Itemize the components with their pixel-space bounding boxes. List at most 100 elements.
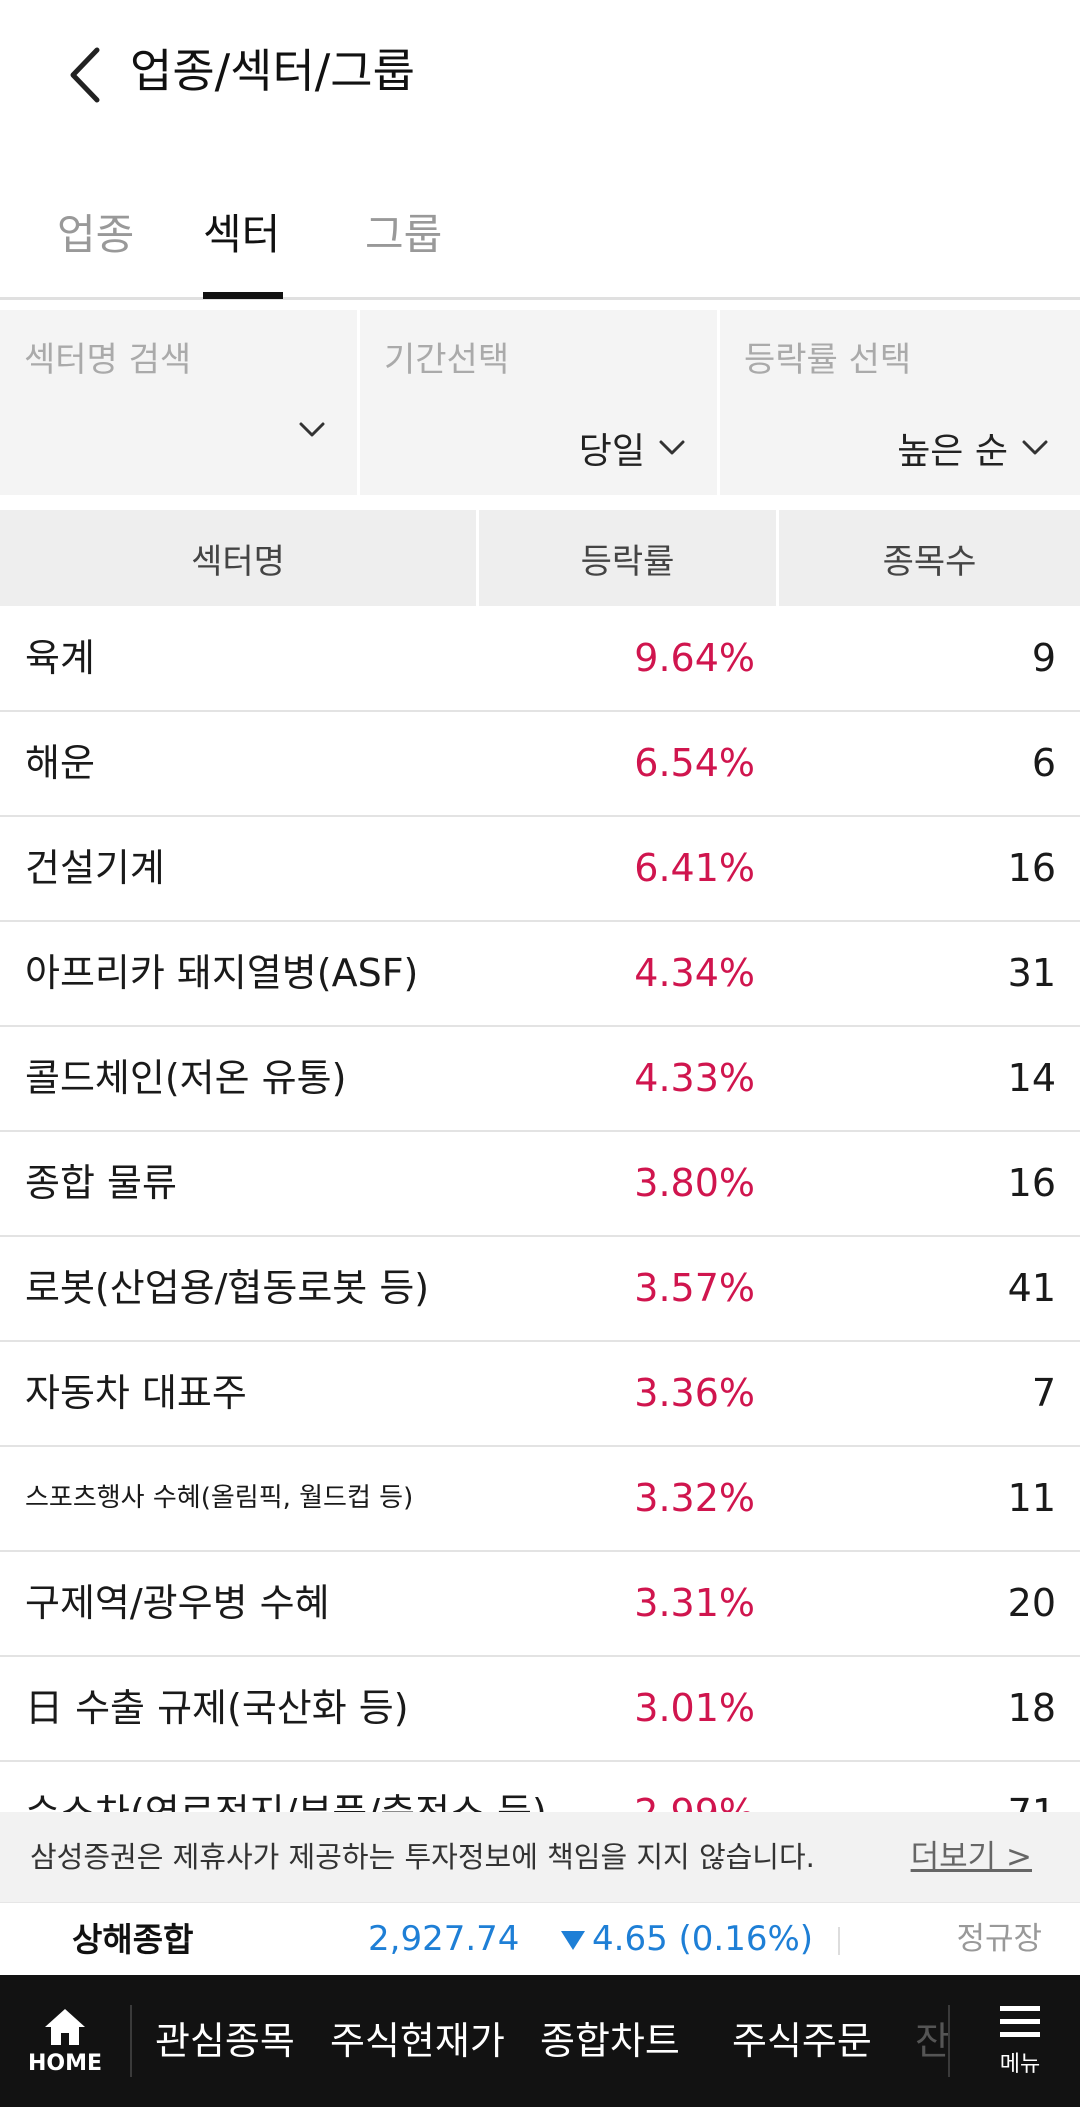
chevron-down-icon [299,422,325,437]
index-name: 상해종합 [72,1920,194,1959]
tab-industry[interactable]: 업종 [57,210,135,259]
home-label: HOME [27,2050,103,2076]
sector-name: 해운 [25,741,95,785]
sector-name: 스포츠행사 수혜(올림픽, 월드컵 등) [25,1483,414,1513]
index-price: 2,927.74 [368,1919,520,1959]
change-rate: 3.32% [634,1476,755,1520]
chevron-left-icon [70,47,100,103]
menu-button[interactable]: 메뉴 [960,1975,1080,2107]
change-rate: 4.33% [634,1056,755,1100]
nav-item-current-price[interactable]: 주식현재가 [330,2019,505,2063]
period-filter[interactable]: 기간선택 당일 [360,310,717,495]
change-rate: 3.01% [634,1686,755,1730]
change-rate: 6.41% [634,846,755,890]
table-row[interactable]: 日 수출 규제(국산화 등) 3.01% 18 [0,1657,1080,1762]
sector-name: 구제역/광우병 수혜 [25,1581,330,1625]
down-triangle-icon [561,1930,585,1950]
stock-count: 16 [1007,1161,1056,1205]
column-change-rate[interactable]: 등락률 [479,510,776,606]
sector-search-filter[interactable]: 섹터명 검색 [0,310,357,495]
sector-name: 日 수출 규제(국산화 등) [25,1686,409,1730]
change-rate: 6.54% [634,741,755,785]
sector-name: 아프리카 돼지열병(ASF) [25,951,419,995]
rate-sort-label: 등락률 선택 [744,340,912,380]
tab-bar: 업종 섹터 그룹 [0,195,1080,300]
sector-search-label: 섹터명 검색 [24,340,192,380]
index-change-value: 4.65 (0.16%) [592,1919,814,1959]
table-row[interactable]: 수소차(연료전지/부품/충전소 등) 2.99% 71 [0,1762,1080,1812]
column-stock-count[interactable]: 종목수 [779,510,1080,606]
market-session: 정규장 [956,1921,1042,1957]
menu-label: 메뉴 [999,2052,1041,2077]
nav-item-partial[interactable]: 잔 [915,2019,950,2063]
sector-name: 종합 물류 [25,1161,177,1205]
change-rate: 2.99% [634,1762,755,1812]
stock-count: 11 [1007,1476,1056,1520]
stock-count: 6 [1031,741,1056,785]
table-row[interactable]: 자동차 대표주 3.36% 7 [0,1342,1080,1447]
table-row[interactable]: 스포츠행사 수혜(올림픽, 월드컵 등) 3.32% 11 [0,1447,1080,1552]
table-header: 섹터명 등락률 종목수 [0,510,1080,606]
period-dropdown[interactable]: 당일 [579,422,685,474]
column-sector-name[interactable]: 섹터명 [0,510,476,606]
table-row[interactable]: 육계 9.64% 9 [0,607,1080,712]
rate-sort-filter[interactable]: 등락률 선택 높은 순 [720,310,1080,495]
change-rate: 3.80% [634,1161,755,1205]
stock-count: 9 [1031,636,1056,680]
stock-count: 7 [1031,1371,1056,1415]
back-button[interactable] [50,30,120,120]
hamburger-menu-icon [1000,2006,1040,2037]
table-row[interactable]: 종합 물류 3.80% 16 [0,1132,1080,1237]
period-value: 당일 [578,431,645,472]
stock-count: 71 [1008,1762,1056,1812]
table-row[interactable]: 콜드체인(저온 유통) 4.33% 14 [0,1027,1080,1132]
change-rate: 4.34% [634,951,755,995]
rate-sort-dropdown[interactable]: 높은 순 [897,422,1048,474]
nav-separator [948,2005,950,2077]
rate-sort-value: 높은 순 [897,431,1008,472]
stock-count: 31 [1007,951,1056,995]
nav-item-chart[interactable]: 종합차트 [540,2019,680,2063]
table-row[interactable]: 해운 6.54% 6 [0,712,1080,817]
stock-count: 16 [1007,846,1056,890]
home-button[interactable]: HOME [0,1975,130,2107]
table-row[interactable]: 건설기계 6.41% 16 [0,817,1080,922]
home-icon [45,2008,85,2045]
stock-count: 18 [1007,1686,1056,1730]
stock-count: 20 [1007,1581,1056,1625]
nav-item-order[interactable]: 주식주문 [732,2019,872,2063]
sector-name: 건설기계 [25,846,165,890]
change-rate: 3.31% [634,1581,755,1625]
change-rate: 3.57% [634,1266,755,1310]
ticker-divider [838,1927,840,1955]
table-row[interactable]: 아프리카 돼지열병(ASF) 4.34% 31 [0,922,1080,1027]
chevron-down-icon [659,440,685,455]
sector-search-dropdown[interactable] [285,422,325,438]
change-rate: 9.64% [634,636,755,680]
sector-list: 육계 9.64% 9 해운 6.54% 6 건설기계 6.41% 16 아프리카… [0,607,1080,1812]
page-title: 업종/섹터/그룹 [130,44,415,98]
nav-separator [130,2005,132,2077]
sector-name: 콜드체인(저온 유통) [25,1056,347,1100]
bottom-nav: HOME 관심종목 주식현재가 종합차트 주식주문 잔 메뉴 [0,1975,1080,2107]
index-ticker[interactable]: 상해종합 2,927.74 4.65 (0.16%) 정규장 [0,1902,1080,1975]
sector-name: 수소차(연료전지/부품/충전소 등) [25,1762,547,1812]
period-label: 기간선택 [384,340,510,380]
table-row[interactable]: 구제역/광우병 수혜 3.31% 20 [0,1552,1080,1657]
index-change: 4.65 (0.16%) [560,1903,813,1976]
sector-name: 육계 [25,636,95,680]
stock-count: 41 [1007,1266,1056,1310]
sector-name: 자동차 대표주 [25,1371,247,1415]
stock-count: 14 [1007,1056,1056,1100]
filter-bar: 섹터명 검색 기간선택 당일 등락률 선택 높은 순 [0,310,1080,495]
disclaimer-text: 삼성증권은 제휴사가 제공하는 투자정보에 책임을 지지 않습니다. [30,1840,815,1874]
tab-sector[interactable]: 섹터 [203,210,281,259]
nav-item-watchlist[interactable]: 관심종목 [155,2019,295,2063]
tab-group[interactable]: 그룹 [365,210,443,259]
more-link[interactable]: 더보기 > [910,1839,1032,1875]
active-tab-indicator [203,292,283,299]
change-rate: 3.36% [634,1371,755,1415]
chevron-down-icon [1022,440,1048,455]
table-row[interactable]: 로봇(산업용/협동로봇 등) 3.57% 41 [0,1237,1080,1342]
disclaimer-bar: 삼성증권은 제휴사가 제공하는 투자정보에 책임을 지지 않습니다. 더보기 > [0,1812,1080,1902]
